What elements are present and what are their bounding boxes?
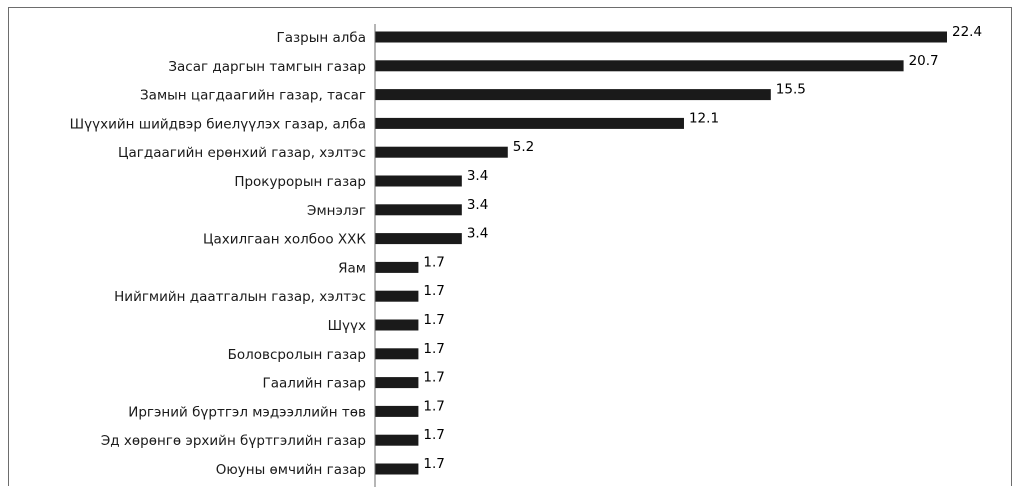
- bar: [375, 434, 419, 446]
- category-label: Замын цагдаагийн газар, тасаг: [140, 88, 366, 104]
- category-label: Шүүхийн шийдвэр биелүүлэх газар, алба: [70, 116, 366, 132]
- value-label: 5.2: [513, 139, 534, 155]
- bar: [375, 319, 419, 331]
- bar: [375, 117, 684, 129]
- value-label: 1.7: [423, 254, 444, 270]
- value-label: 15.5: [776, 82, 806, 98]
- value-label: 3.4: [467, 226, 488, 242]
- value-label: 12.1: [689, 110, 719, 126]
- category-label: Боловсролын газар: [228, 347, 366, 363]
- category-label: Нийгмийн даатгалын газар, хэлтэс: [114, 289, 366, 305]
- category-label: Эд хөрөнгө эрхийн бүртгэлийн газар: [101, 433, 366, 449]
- value-label: 22.4: [952, 24, 982, 40]
- category-label: Засаг даргын тамгын газар: [168, 59, 366, 75]
- bar: [375, 377, 419, 389]
- bar: [375, 175, 462, 187]
- category-label: Шүүх: [328, 318, 366, 334]
- bar: [375, 204, 462, 216]
- bar-chart: Газрын алба 22.4 Засаг даргын тамгын газар…: [70, 24, 982, 487]
- value-label: 1.7: [423, 427, 444, 443]
- category-label: Газрын алба: [276, 30, 366, 46]
- bar: [375, 146, 508, 158]
- category-label: Иргэний бүртгэл мэдээллийн төв: [128, 404, 366, 420]
- value-label: 1.7: [423, 283, 444, 299]
- bar: [375, 60, 904, 72]
- bar: [375, 463, 419, 475]
- category-label: Цахилгаан холбоо ХХК: [203, 232, 366, 248]
- value-label: 1.7: [423, 341, 444, 357]
- value-label: 1.7: [423, 456, 444, 472]
- category-label: Прокурорын газар: [234, 174, 366, 190]
- bar: [375, 31, 947, 43]
- chart-frame: Газрын алба 22.4 Засаг даргын тамгын газар…: [8, 7, 1012, 487]
- value-label: 1.7: [423, 398, 444, 414]
- value-label: 1.7: [423, 312, 444, 328]
- category-label: Яам: [338, 260, 366, 276]
- bar: [375, 233, 462, 245]
- bar: [375, 290, 419, 302]
- value-label: 1.7: [423, 370, 444, 386]
- category-label: Оюуны өмчийн газар: [216, 462, 366, 478]
- category-label: Эмнэлэг: [307, 203, 366, 219]
- value-label: 3.4: [467, 168, 488, 184]
- category-label: Цагдаагийн ерөнхий газар, хэлтэс: [118, 145, 366, 161]
- value-label: 20.7: [909, 53, 939, 69]
- value-label: 3.4: [467, 197, 488, 213]
- bar: [375, 89, 771, 101]
- bar: [375, 261, 419, 273]
- bars-layer: Газрын алба 22.4 Засаг даргын тамгын газар…: [70, 24, 982, 478]
- bar: [375, 348, 419, 360]
- category-label: Гаалийн газар: [263, 376, 366, 392]
- bar: [375, 405, 419, 417]
